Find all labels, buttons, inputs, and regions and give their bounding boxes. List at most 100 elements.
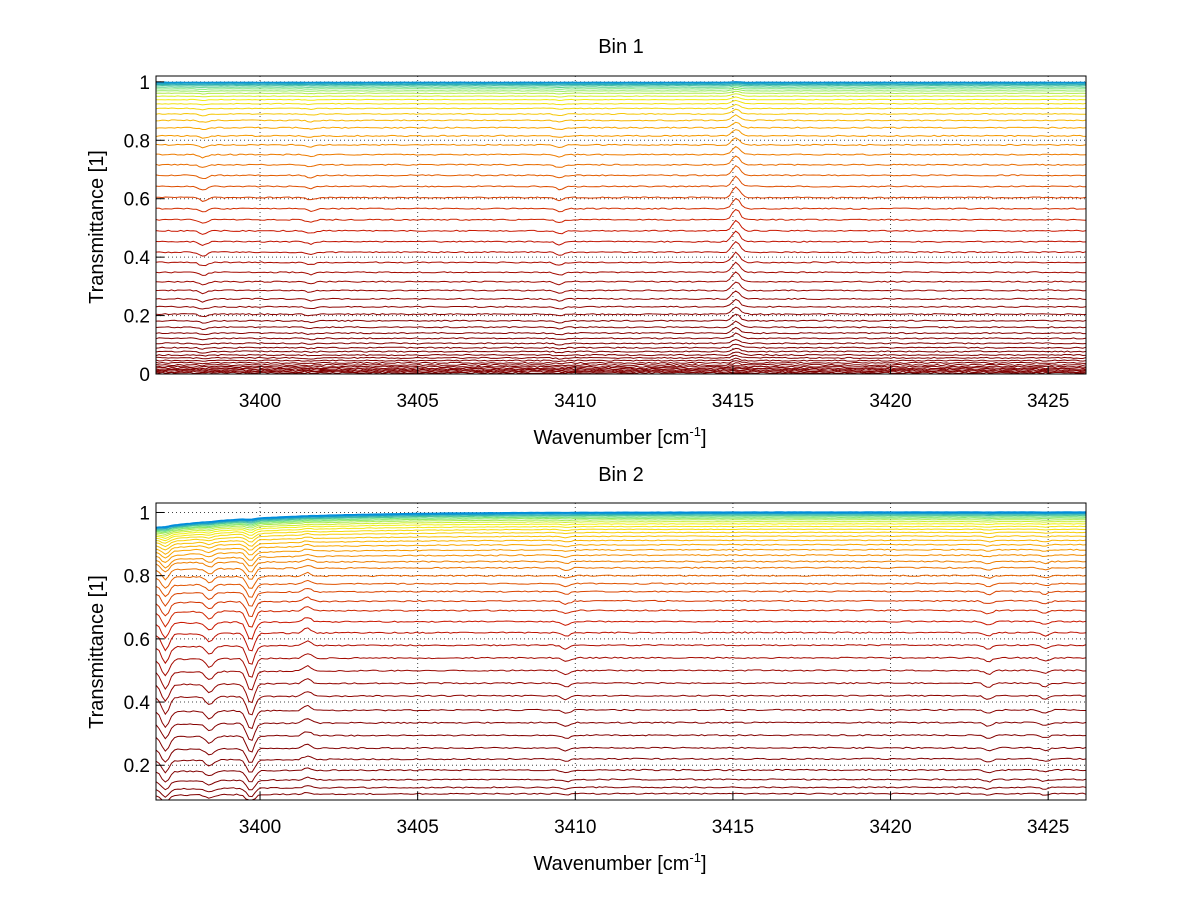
x-tick-label: 3415 [712,817,754,838]
series-line [156,519,1087,535]
series-line [155,785,1087,798]
x-ticks: 3400 3405 3410 3415 3420 3425 [239,792,1069,838]
x-ticks: 3400 3405 3410 3415 3420 3425 [239,366,1069,412]
series-line [155,731,1087,753]
series-line [155,606,1086,628]
series-line [155,369,1087,374]
series-line [155,579,1087,598]
y-tick-label: 1 [139,503,150,524]
x-tick-label: 3405 [397,391,439,412]
series-line [155,114,1087,123]
chart-title: Bin 1 [598,36,644,58]
series-line [155,640,1087,665]
series-line [155,197,1087,213]
x-tick-label: 3400 [239,391,281,412]
series-line [155,371,1087,374]
series-line [155,627,1087,652]
series-line [155,208,1087,224]
series-line [155,81,1086,83]
series-line [156,84,1087,87]
series-line [155,691,1087,716]
series-line [156,82,1086,85]
series-line [155,241,1087,257]
series-line [155,678,1087,704]
x-axis-label: Wavenumber [cm-1] [533,424,706,449]
series-line [155,617,1087,640]
x-tick-label: 3425 [1027,391,1069,412]
series-line [155,298,1087,310]
y-ticks: 0.2 0.4 0.6 0.8 1 [124,503,164,777]
series-line [155,511,1086,529]
series-line [155,90,1087,95]
series-line [155,186,1087,202]
series-line [155,83,1087,86]
series-line [155,165,1087,180]
series-line [155,271,1087,286]
series-line [155,219,1087,235]
series-line [155,343,1087,350]
x-tick-label: 3425 [1027,817,1069,838]
series-line [155,175,1086,191]
series-line [155,531,1087,548]
x-tick-label: 3420 [869,391,911,412]
series-line [155,261,1086,276]
plot-frame [155,75,1087,375]
series-line [155,558,1087,573]
y-axis-label: Transmittance [1] [86,150,108,304]
series-line [155,539,1087,555]
series-line [155,520,1086,537]
plot-frame [155,502,1087,801]
series-line [156,86,1087,90]
series-line [155,514,1087,531]
series-lines [155,81,1087,375]
series-line [155,88,1087,93]
y-tick-label: 0.6 [124,630,150,651]
series-line [155,718,1087,742]
series-line [155,137,1087,149]
series-line [155,357,1087,363]
series-line [156,96,1087,102]
y-tick-label: 0.8 [124,567,150,588]
chart-title: Bin 2 [598,464,644,486]
series-line [156,145,1087,159]
series-line [155,776,1087,791]
series-line [155,99,1087,106]
series-line [155,369,1087,372]
series-line [155,230,1087,246]
y-tick-label: 0 [139,365,150,386]
y-axis-label: Transmittance [1] [86,575,108,729]
x-tick-label: 3410 [554,817,596,838]
series-line [155,281,1087,295]
y-tick-label: 0.4 [124,693,151,714]
y-tick-label: 0.4 [124,248,151,269]
series-line [155,326,1086,336]
series-line [155,511,1087,528]
series-line [155,755,1087,774]
series-line [155,93,1087,98]
panel-bin-2: Bin 2 0.2 0.4 0.6 0.8 1 3400 3405 3410 3415 3420… [86,464,1087,875]
series-line [155,320,1087,331]
series-line [155,528,1087,544]
series-line [155,365,1087,368]
series-line [155,523,1087,540]
series-line [155,313,1087,324]
x-tick-label: 3410 [554,391,596,412]
series-line [155,704,1086,730]
series-line [155,347,1087,354]
series-line [155,155,1087,168]
series-line [155,665,1087,691]
series-line [155,535,1086,551]
series-line [155,743,1087,763]
series-line [155,354,1087,360]
series-line [155,571,1087,589]
series-line [155,129,1087,139]
x-tick-label: 3415 [712,391,754,412]
panel-bin-1: Bin 1 0 0.2 0.4 0.6 0.8 1 3400 3405 3410 3415 342… [86,36,1087,449]
series-line [155,525,1087,542]
series-line [155,306,1087,318]
series-line [155,564,1087,581]
series-line [155,596,1087,618]
y-tick-label: 0.2 [124,307,150,328]
series-line [155,108,1086,117]
